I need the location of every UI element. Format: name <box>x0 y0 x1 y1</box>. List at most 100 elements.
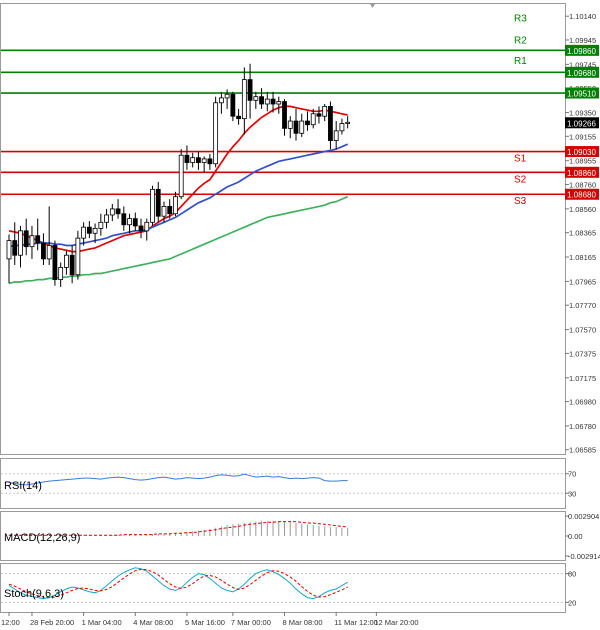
candle-body <box>190 157 196 163</box>
candle <box>230 91 236 122</box>
candle <box>81 222 87 246</box>
time-tick-label: 12 Mar 20:00 <box>374 618 418 627</box>
candle-body <box>92 227 98 234</box>
level-label-s2: S2 <box>514 174 527 185</box>
candle-body <box>161 206 167 217</box>
stoch-title: Stoch(9,6,3) <box>4 588 64 600</box>
candle <box>127 213 132 234</box>
candle <box>178 149 184 200</box>
candle <box>207 154 213 170</box>
candle <box>155 182 161 223</box>
candle <box>167 199 173 219</box>
candle <box>236 108 242 125</box>
candle-body <box>29 235 35 248</box>
level-price-tags: 1.09860 1.09680 1.09510 1.09030 1.08860 1.086… <box>565 44 599 200</box>
candle-body <box>264 98 270 105</box>
candle <box>69 245 75 284</box>
candle <box>190 152 196 168</box>
candle <box>328 101 333 150</box>
candle-body <box>207 158 213 165</box>
candle <box>299 113 305 137</box>
level-price-tag-s2 <box>565 166 599 178</box>
moving-average-line-1 <box>8 105 348 253</box>
level-label-r1: R1 <box>514 56 527 67</box>
candle <box>138 218 144 239</box>
price-tick-label: 1.06585 <box>569 446 596 455</box>
price-axis: 1.101401.099451.097451.095501.093501.091… <box>565 12 596 455</box>
level-price-tag-r3 <box>565 44 599 56</box>
candle-body <box>52 245 58 281</box>
support-resistance-levels <box>1 49 565 196</box>
candle-body <box>155 188 161 217</box>
candle <box>52 240 58 286</box>
candlesticks <box>6 63 351 287</box>
candle <box>115 199 121 219</box>
candle <box>213 96 219 168</box>
candle <box>23 218 29 256</box>
candle <box>224 89 230 109</box>
candle-body <box>12 240 18 256</box>
candle <box>41 233 46 265</box>
time-tick-label: 8 Mar 08:00 <box>283 618 323 627</box>
macd-tick-label: -0.002914 <box>568 552 600 561</box>
candle <box>270 91 276 113</box>
level-label-r2: R2 <box>514 35 527 46</box>
candle-body <box>333 130 339 141</box>
level-price-tag-s1 <box>565 146 599 158</box>
candle-body <box>253 96 259 101</box>
time-tick-label: 5 Mar 16:00 <box>185 618 225 627</box>
candle <box>218 91 224 114</box>
candle-body <box>58 267 64 281</box>
candle-body <box>115 208 121 215</box>
candle <box>58 262 64 287</box>
candle <box>287 116 293 139</box>
candle <box>322 104 328 122</box>
stoch-panel-frame <box>0 563 566 613</box>
time-axis: 12:00 28 Feb 20:00 1 Mar 04:00 4 Mar 08:00 5… <box>1 612 419 627</box>
level-price-tag-r1 <box>565 87 599 99</box>
candle <box>247 63 253 119</box>
candle <box>109 204 115 222</box>
price-tick-label: 1.06980 <box>569 398 596 407</box>
price-tick-label: 1.09745 <box>569 60 596 69</box>
candle-body <box>23 230 29 248</box>
candle <box>46 206 52 265</box>
candle <box>12 222 18 265</box>
candle <box>104 208 109 229</box>
stoch-panel: Stoch(9,6,3) 80 20 <box>0 563 576 613</box>
stoch-main-line <box>8 567 348 600</box>
rsi-series: RSI(14) 70 30 <box>1 470 576 498</box>
candle <box>241 67 247 135</box>
rsi-title: RSI(14) <box>4 480 42 492</box>
candle-body <box>270 98 276 105</box>
macd-signal-line <box>9 521 348 536</box>
level-label-s3: S3 <box>514 196 527 207</box>
stoch-tick-label: 80 <box>568 570 576 579</box>
candle-body <box>144 221 150 232</box>
candle-body <box>69 254 75 276</box>
price-tick-label: 1.08365 <box>569 229 596 238</box>
candle <box>339 118 345 135</box>
candle <box>132 212 138 231</box>
moving-average-line-2 <box>8 143 349 248</box>
candle-body <box>6 240 12 260</box>
candle <box>98 213 104 236</box>
price-tick-label: 1.09945 <box>569 36 596 45</box>
candle <box>161 201 167 223</box>
time-tick-label: 1 Mar 04:00 <box>82 618 122 627</box>
candle <box>282 99 287 136</box>
price-tick-label: 1.07770 <box>569 301 596 310</box>
price-tick-label: 1.06780 <box>569 422 596 431</box>
candle-body <box>241 79 247 120</box>
candle <box>184 145 190 170</box>
price-tick-label: 1.07965 <box>569 277 596 286</box>
candle <box>201 156 207 173</box>
candle <box>253 91 259 109</box>
price-tick-label: 1.08760 <box>569 180 596 189</box>
moving-average-line-3 <box>8 195 349 285</box>
rsi-panel: RSI(14) 70 30 <box>0 458 576 509</box>
level-price-tag-text-r1: 1.09510 <box>567 90 596 99</box>
rsi-line <box>8 473 348 486</box>
candle <box>276 96 282 114</box>
